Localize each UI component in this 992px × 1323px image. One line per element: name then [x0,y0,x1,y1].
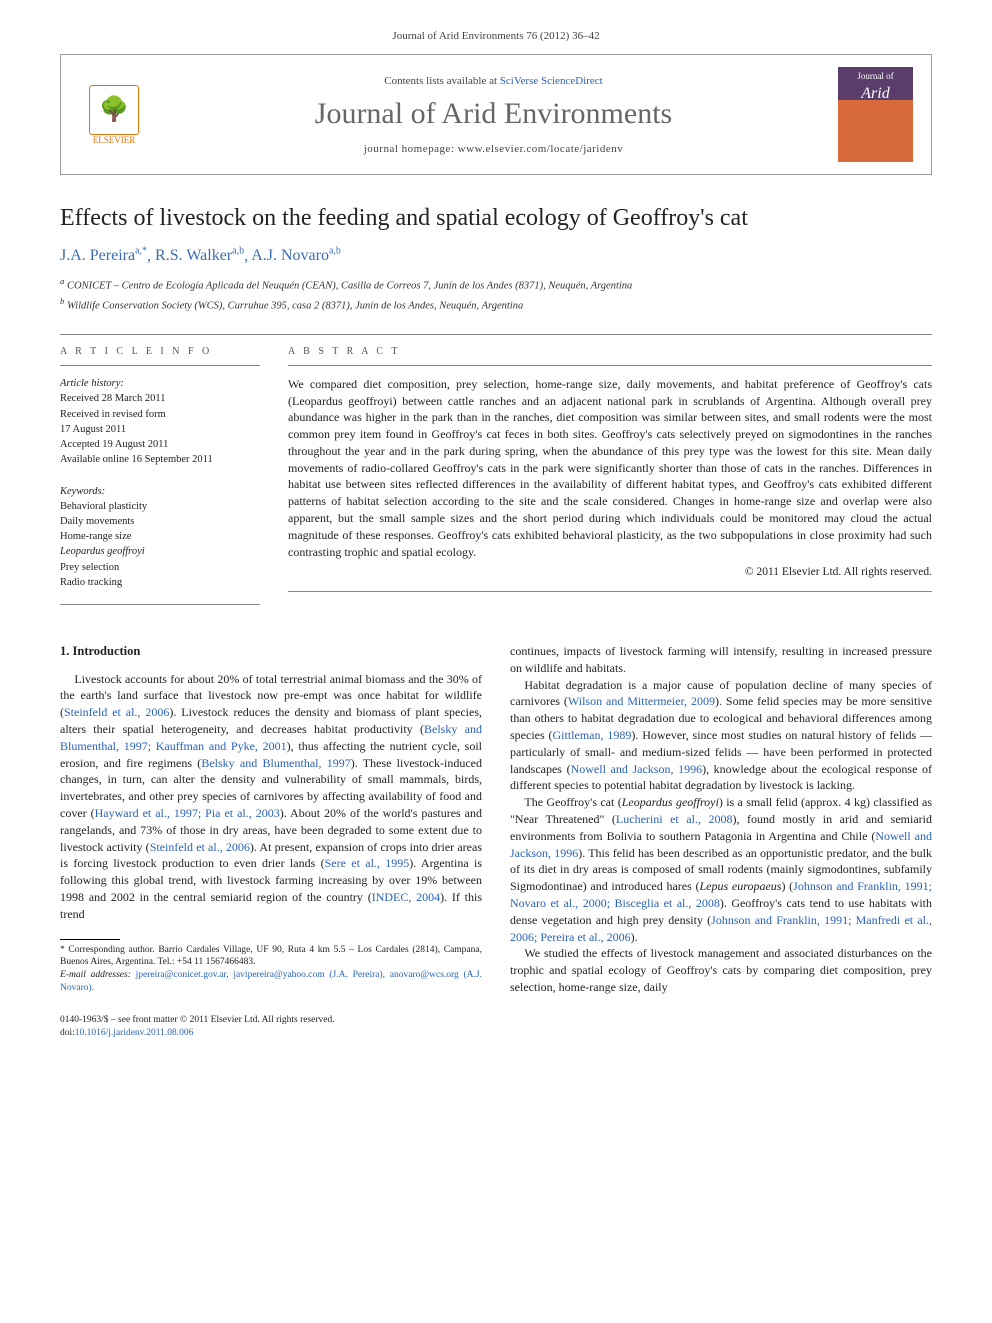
footnotes: * Corresponding author. Barrio Cardales … [60,944,482,995]
author-2[interactable]: R.S. Walkera,b [155,247,244,264]
homepage-prefix: journal homepage: [364,143,458,155]
col2-para-2: The Geoffroy's cat (Leopardus geoffroyi)… [510,794,932,945]
history-line-2: 17 August 2011 [60,422,260,437]
doi-link[interactable]: 10.1016/j.jaridenv.2011.08.006 [75,1028,194,1038]
col2-para-1: Habitat degradation is a major cause of … [510,677,932,795]
author-list: J.A. Pereiraa,*, R.S. Walkera,b, A.J. No… [60,246,932,265]
abstract-copyright: © 2011 Elsevier Ltd. All rights reserved… [288,564,932,580]
publisher-name: ELSEVIER [93,135,136,145]
affiliation-a: a CONICET – Centro de Ecología Aplicada … [60,275,932,294]
keyword-5: Radio tracking [60,575,260,590]
affiliations: a CONICET – Centro de Ecología Aplicada … [60,275,932,313]
affiliation-b: b Wildlife Conservation Society (WCS), C… [60,295,932,314]
history-line-0: Received 28 March 2011 [60,391,260,406]
keyword-1: Daily movements [60,514,260,529]
cover-label-main: Arid [861,85,889,103]
keywords-label: Keywords: [60,484,260,499]
sciencedirect-link[interactable]: SciVerse ScienceDirect [500,75,603,87]
author-1[interactable]: J.A. Pereiraa,* [60,247,147,264]
abstract-heading: A B S T R A C T [288,345,932,359]
article-title: Effects of livestock on the feeding and … [60,205,932,232]
issn-line: 0140-1963/$ – see front matter © 2011 El… [60,1014,932,1027]
email-label: E-mail addresses: [60,970,131,980]
journal-homepage: journal homepage: www.elsevier.com/locat… [167,143,820,155]
header-center: Contents lists available at SciVerse Sci… [167,75,820,155]
article-info-abstract-row: A R T I C L E I N F O Article history: R… [60,345,932,615]
homepage-url[interactable]: www.elsevier.com/locate/jaridenv [458,143,624,155]
body-columns: 1. Introduction Livestock accounts for a… [60,643,932,996]
article-info: A R T I C L E I N F O Article history: R… [60,345,260,615]
journal-title: Journal of Arid Environments [167,97,820,131]
doi-line: doi:10.1016/j.jaridenv.2011.08.006 [60,1027,932,1040]
abstract-text: We compared diet composition, prey selec… [288,376,932,561]
history-line-1: Received in revised form [60,407,260,422]
elsevier-logo[interactable]: 🌳 ELSEVIER [79,85,149,145]
section-title: Introduction [73,644,141,658]
abstract: A B S T R A C T We compared diet composi… [288,345,932,615]
email-line: E-mail addresses: jpereira@conicet.gov.a… [60,969,482,995]
section-number: 1. [60,644,69,658]
keyword-3: Leopardus geoffroyi [60,544,260,559]
keyword-2: Home-range size [60,529,260,544]
divider-abstract-1 [288,365,932,366]
column-left: 1. Introduction Livestock accounts for a… [60,643,482,996]
elsevier-tree-icon: 🌳 [89,85,139,135]
bottom-line: 0140-1963/$ – see front matter © 2011 El… [60,1014,932,1040]
keywords-block: Keywords: Behavioral plasticity Daily mo… [60,484,260,591]
column-right: continues, impacts of livestock farming … [510,643,932,996]
section-heading-intro: 1. Introduction [60,643,482,661]
divider-info-1 [60,365,260,366]
history-line-4: Available online 16 September 2011 [60,452,260,467]
cover-label-top: Journal of [857,71,893,81]
author-3[interactable]: A.J. Novaroa,b [251,247,341,264]
footnote-separator [60,939,120,940]
keyword-0: Behavioral plasticity [60,499,260,514]
journal-reference: Journal of Arid Environments 76 (2012) 3… [60,30,932,42]
divider-abstract-2 [288,591,932,592]
contents-prefix: Contents lists available at [384,75,499,87]
article-info-heading: A R T I C L E I N F O [60,345,260,360]
col2-para-3: We studied the effects of livestock mana… [510,945,932,995]
col1-para-0: Livestock accounts for about 20% of tota… [60,671,482,923]
journal-cover-thumb[interactable]: Journal of Arid [838,67,913,162]
doi-label: doi: [60,1028,75,1038]
journal-header: 🌳 ELSEVIER Contents lists available at S… [60,54,932,175]
corresponding-author: * Corresponding author. Barrio Cardales … [60,944,482,970]
col2-para-0: continues, impacts of livestock farming … [510,643,932,677]
keyword-4: Prey selection [60,560,260,575]
article-history-label: Article history: [60,376,260,391]
divider-info-2 [60,604,260,605]
contents-lists-line: Contents lists available at SciVerse Sci… [167,75,820,87]
divider-top [60,334,932,335]
history-line-3: Accepted 19 August 2011 [60,437,260,452]
